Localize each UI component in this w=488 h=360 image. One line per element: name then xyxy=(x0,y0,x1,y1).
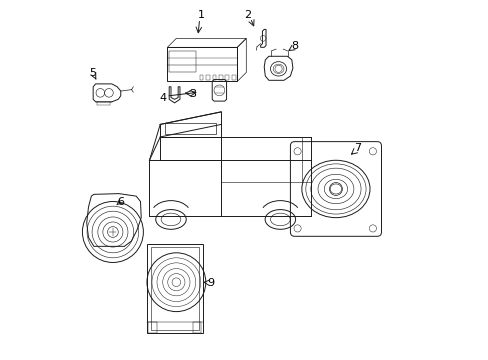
Bar xyxy=(225,75,228,80)
Text: 5: 5 xyxy=(89,68,97,78)
Bar xyxy=(206,75,209,80)
Bar xyxy=(212,75,216,80)
Bar xyxy=(147,244,202,333)
Bar xyxy=(219,75,222,80)
Bar xyxy=(150,247,199,330)
Text: 8: 8 xyxy=(290,41,298,50)
Text: 2: 2 xyxy=(244,10,251,20)
Text: 4: 4 xyxy=(159,93,166,103)
Text: 1: 1 xyxy=(198,10,204,20)
Text: 7: 7 xyxy=(353,143,360,153)
Bar xyxy=(169,51,196,72)
Bar xyxy=(167,47,237,81)
Bar xyxy=(231,75,235,80)
Text: 3: 3 xyxy=(189,89,196,99)
Text: 9: 9 xyxy=(206,278,214,288)
Bar xyxy=(199,75,203,80)
Bar xyxy=(148,321,157,333)
Text: 6: 6 xyxy=(117,197,124,207)
Bar xyxy=(192,321,201,333)
